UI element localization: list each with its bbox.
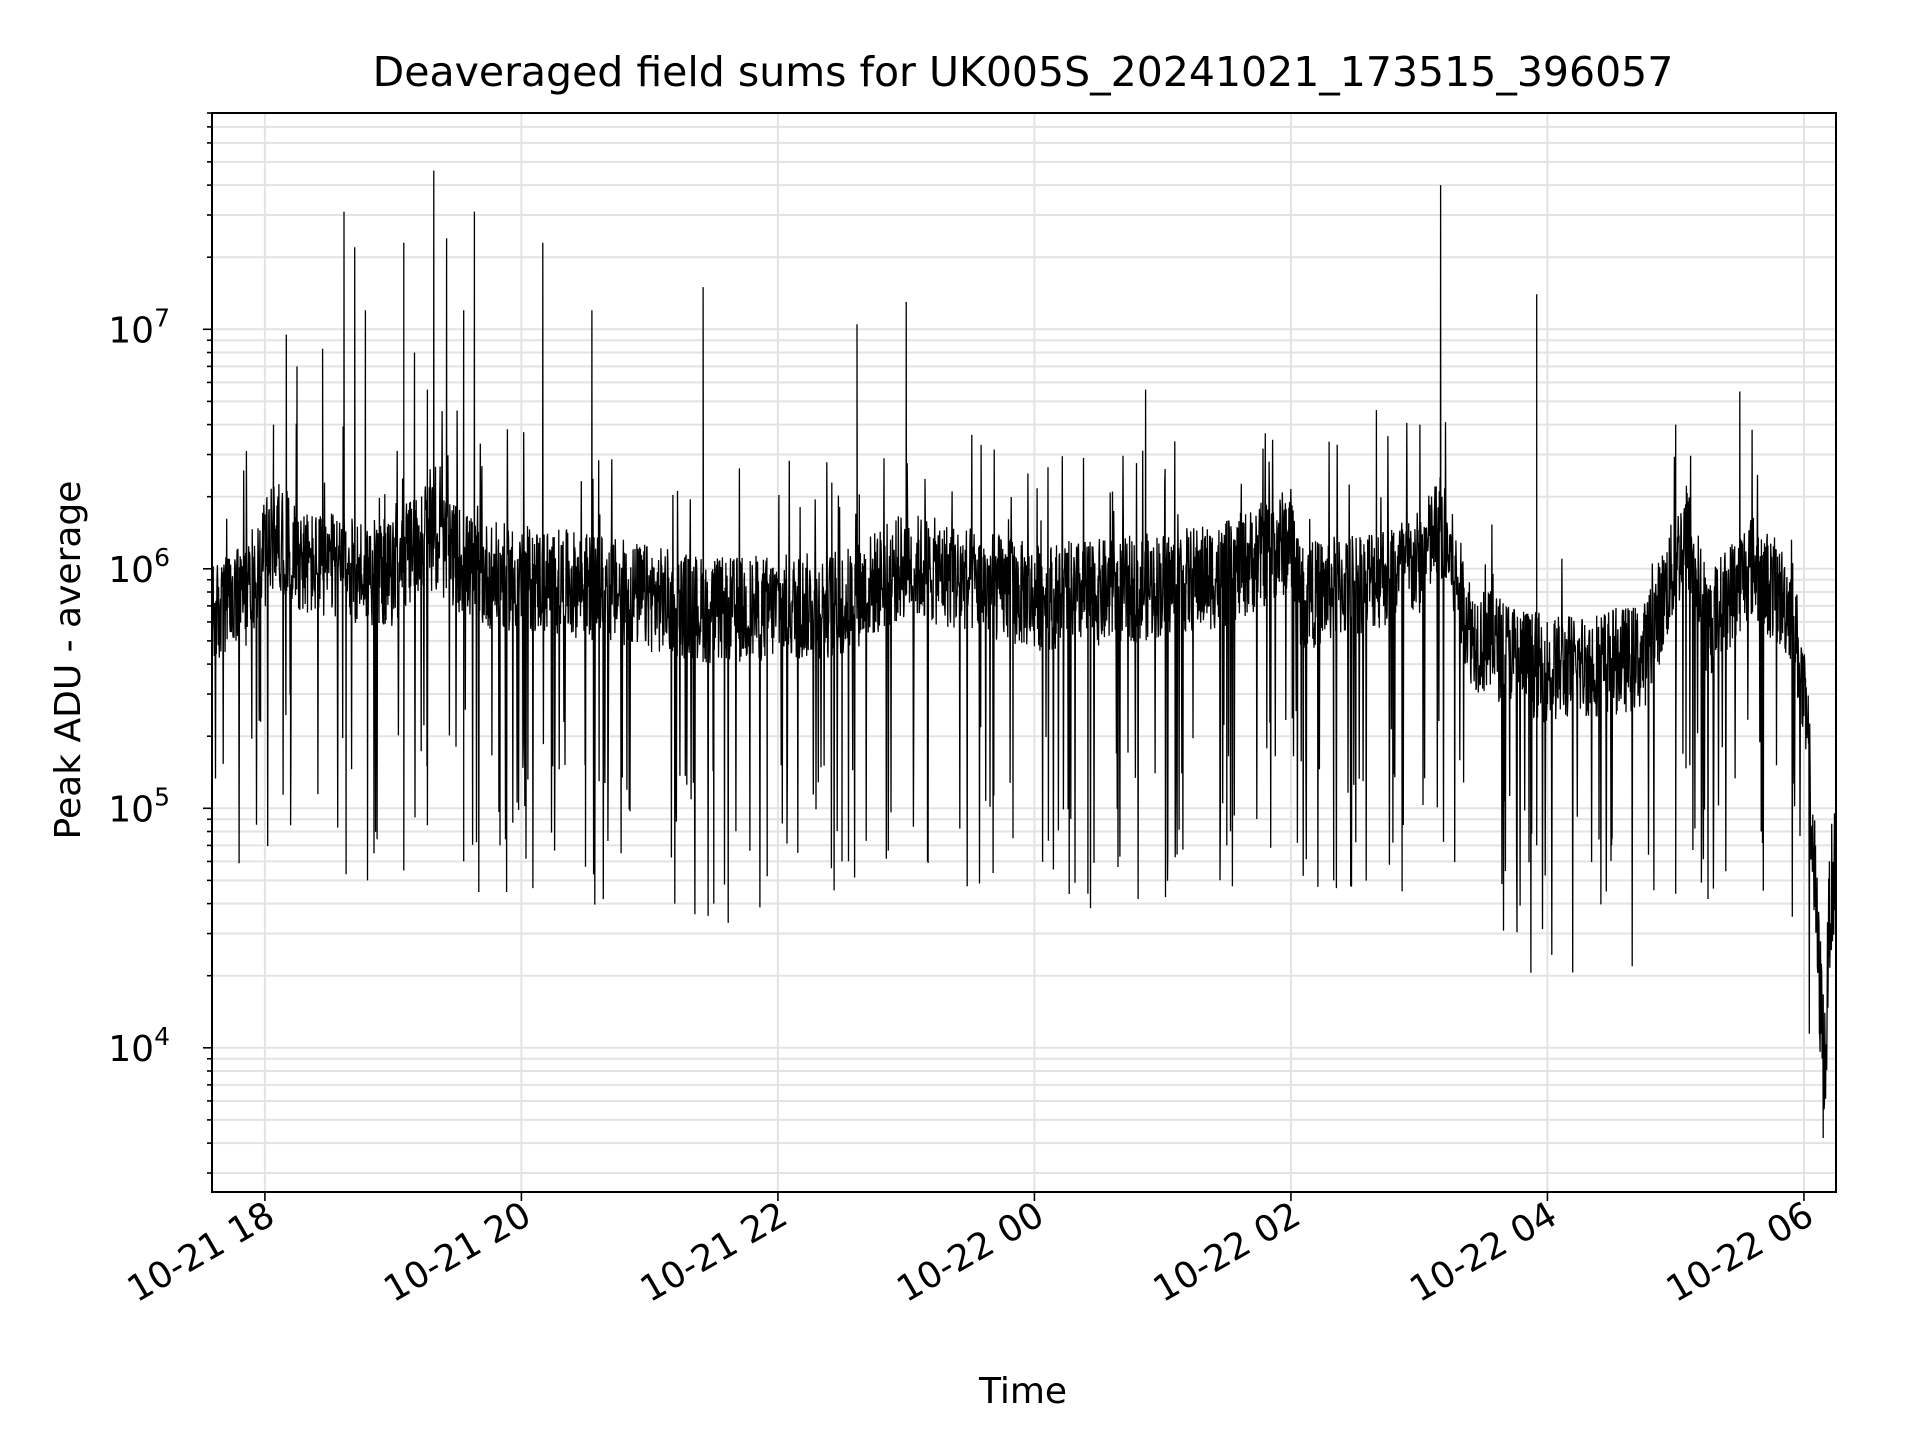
y-tick-base: 10 xyxy=(108,310,154,351)
y-tick-label: 106 xyxy=(108,543,170,591)
series-layer xyxy=(211,170,1837,1139)
series-line xyxy=(211,170,1837,1139)
y-tick-label: 107 xyxy=(108,303,170,351)
chart-title: Deaveraged field sums for UK005S_2024102… xyxy=(373,48,1674,96)
y-tick-label: 104 xyxy=(108,1022,170,1070)
plot-frame xyxy=(211,112,1837,1193)
y-axis-label: Peak ADU - average xyxy=(48,481,89,840)
x-axis-label: Time xyxy=(978,1371,1067,1412)
y-tick-exponent: 7 xyxy=(154,303,170,332)
y-tick-label: 105 xyxy=(108,782,170,830)
y-tick-base: 10 xyxy=(108,550,154,591)
y-tick-base: 10 xyxy=(108,789,154,830)
y-tick-exponent: 5 xyxy=(154,782,170,811)
y-tick-exponent: 6 xyxy=(154,543,170,572)
y-tick-base: 10 xyxy=(108,1029,154,1070)
y-tick-exponent: 4 xyxy=(154,1022,170,1051)
